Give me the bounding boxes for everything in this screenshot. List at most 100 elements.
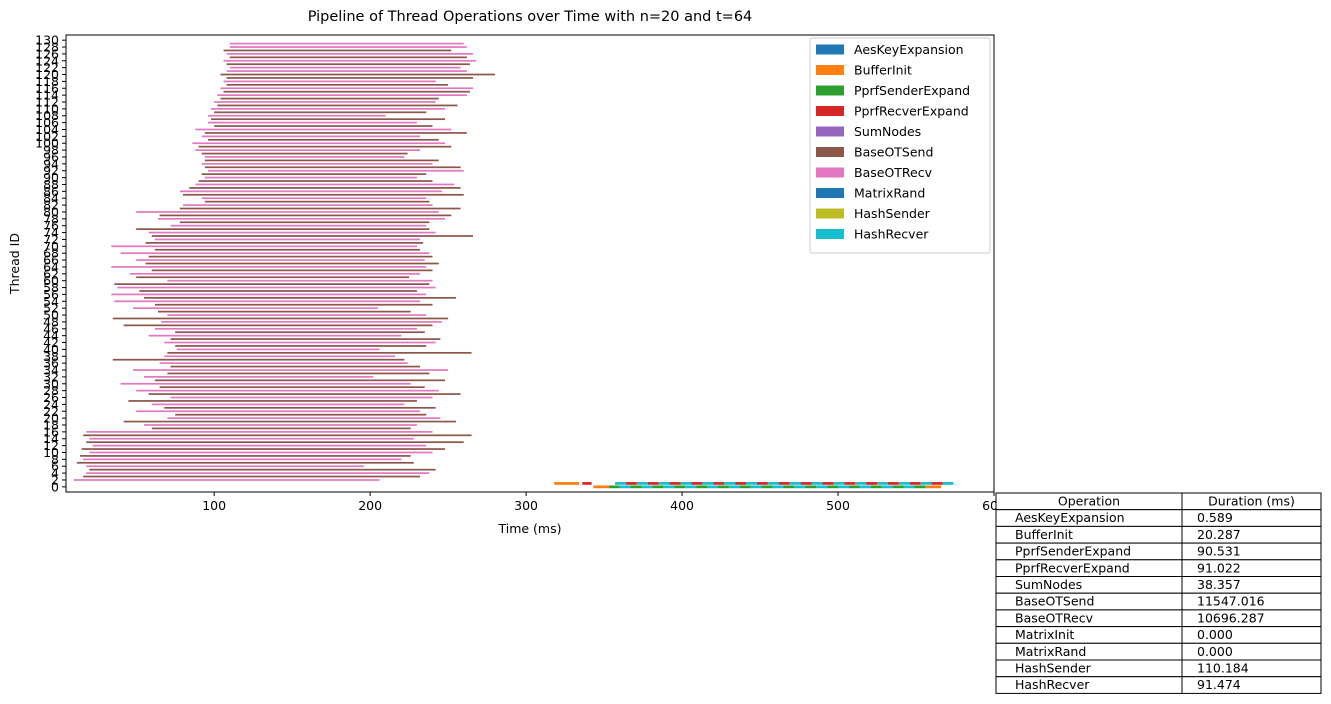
y-tick-label: 76 (43, 218, 59, 233)
bar-PprfRecverExpand-thread-1 (909, 482, 921, 485)
y-tick-label: 116 (35, 81, 59, 96)
y-tick-label: 8 (51, 452, 59, 467)
bar-HashRecver-thread-1 (615, 482, 626, 485)
table-duration-value: 91.474 (1197, 677, 1241, 692)
legend-swatch (816, 85, 844, 96)
bar-PprfSenderExpand-thread-0 (696, 485, 708, 489)
legend-label: BaseOTSend (854, 145, 933, 160)
bar-BaseOTSend-thread-79 (159, 214, 452, 217)
legend-label: AesKeyExpansion (854, 42, 964, 57)
y-tick-label: 24 (43, 397, 59, 412)
y-tick-label: 18 (43, 417, 59, 432)
y-tick-label: 40 (43, 342, 59, 357)
y-tick-label: 36 (43, 356, 59, 371)
bar-BaseOTRecv-thread-38 (164, 355, 396, 358)
bar-PprfRecverExpand-thread-1 (931, 482, 943, 485)
table-duration-value: 91.022 (1197, 560, 1241, 575)
legend-swatch (816, 147, 844, 157)
bar-HashRecver-thread-0 (663, 485, 675, 489)
bar-HashRecver-thread-0 (641, 485, 653, 489)
bar-HashRecver-thread-1 (898, 482, 910, 485)
y-tick-label: 74 (43, 225, 59, 240)
y-tick-label: 86 (43, 184, 59, 199)
bar-HashRecver-thread-1 (636, 482, 648, 485)
bar-BaseOTRecv-thread-72 (154, 238, 421, 241)
bar-BaseOTRecv-thread-128 (229, 46, 467, 48)
y-axis: 0246810121416182022242628303234363840424… (35, 33, 66, 494)
bar-PprfSenderExpand-thread-0 (914, 485, 926, 489)
bar-PprfSenderExpand-thread-0 (805, 485, 817, 489)
bar-BaseOTSend-thread-37 (112, 358, 405, 361)
bar-PprfSenderExpand-thread-0 (783, 485, 795, 489)
legend-label: PprfSenderExpand (854, 83, 970, 98)
y-tick-label: 2 (51, 472, 59, 487)
bar-BaseOTSend-thread-67 (148, 255, 433, 258)
legend-swatch (816, 167, 844, 178)
y-tick-label: 100 (35, 136, 59, 151)
legend-label: PprfRecverExpand (854, 104, 969, 119)
bar-BaseOTSend-thread-97 (201, 152, 408, 155)
bar-HashRecver-thread-0 (619, 485, 631, 489)
bar-BaseOTSend-thread-77 (179, 221, 430, 224)
table-duration-value: 0.000 (1197, 644, 1233, 659)
y-tick-label: 98 (43, 143, 59, 158)
bar-BaseOTRecv-thread-16 (86, 431, 433, 433)
y-tick-label: 60 (43, 273, 59, 288)
bar-BaseOTRecv-thread-66 (136, 259, 425, 261)
duration-table: Operation Duration (ms) AesKeyExpansion 0.5… (995, 492, 1322, 694)
bar-HashRecver-thread-1 (855, 482, 867, 485)
bar-BaseOTRecv-thread-40 (176, 348, 380, 351)
table-header-operation: Operation (1058, 494, 1120, 509)
bar-BaseOTRecv-thread-34 (133, 369, 449, 371)
bar-BufferInit-thread-1 (554, 482, 580, 485)
bar-BaseOTSend-thread-29 (159, 386, 425, 389)
bar-BaseOTSend-thread-99 (198, 145, 452, 148)
bar-HashRecver-thread-0 (750, 485, 762, 489)
bar-BaseOTRecv-thread-108 (207, 114, 386, 117)
bar-BaseOTRecv-thread-14 (89, 437, 414, 440)
bar-HashRecver-thread-0 (794, 485, 806, 489)
x-tick-label: 500 (826, 498, 850, 513)
bar-BaseOTSend-thread-15 (83, 434, 472, 437)
bar-BaseOTRecv-thread-122 (229, 66, 461, 69)
y-tick-label: 10 (43, 445, 59, 460)
bar-PprfRecverExpand-thread-1 (866, 482, 878, 485)
bar-BaseOTSend-thread-69 (154, 248, 421, 251)
bar-BaseOTRecv-thread-100 (192, 142, 445, 145)
bar-BaseOTSend-thread-39 (167, 351, 472, 354)
table-operation-name: HashRecver (1015, 677, 1090, 692)
legend-swatch (816, 229, 844, 239)
bar-BaseOTSend-thread-49 (112, 317, 449, 320)
x-tick-label: 100 (202, 498, 226, 513)
y-tick-label: 80 (43, 204, 59, 219)
x-axis-title: Time (ms) (497, 521, 561, 536)
y-tick-label: 20 (43, 411, 59, 426)
bar-BaseOTRecv-thread-50 (167, 314, 427, 316)
legend-swatch (816, 106, 844, 116)
bar-PprfRecverExpand-thread-1 (582, 482, 592, 485)
bar-BaseOTSend-thread-11 (81, 448, 445, 450)
table-operation-name: BaseOTSend (1015, 594, 1094, 609)
y-tick-label: 110 (35, 101, 59, 116)
bar-PprfRecverExpand-thread-1 (844, 482, 856, 485)
bar-BaseOTRecv-thread-126 (226, 53, 474, 55)
bar-BaseOTSend-thread-45 (175, 331, 425, 334)
bar-BaseOTRecv-thread-88 (195, 183, 455, 186)
bar-PprfSenderExpand-thread-0 (892, 485, 904, 489)
y-tick-label: 16 (43, 424, 59, 439)
y-tick-label: 68 (43, 246, 59, 261)
bar-BaseOTSend-thread-51 (158, 310, 411, 313)
bar-BaseOTSend-thread-43 (170, 338, 441, 340)
bar-BaseOTRecv-thread-52 (133, 307, 378, 310)
bar-HashRecver-thread-0 (728, 485, 740, 489)
y-tick-label: 54 (43, 294, 59, 309)
bar-HashRecver-thread-0 (903, 485, 915, 489)
bar-BaseOTSend-thread-19 (123, 420, 456, 423)
bar-HashRecver-thread-1 (767, 482, 779, 485)
bar-BaseOTRecv-thread-26 (170, 396, 433, 399)
bar-BaseOTSend-thread-83 (204, 200, 430, 203)
bar-BaseOTSend-thread-27 (148, 393, 461, 395)
bar-BaseOTRecv-thread-110 (211, 108, 445, 110)
y-tick-label: 104 (35, 122, 59, 137)
y-tick-label: 28 (43, 383, 59, 398)
